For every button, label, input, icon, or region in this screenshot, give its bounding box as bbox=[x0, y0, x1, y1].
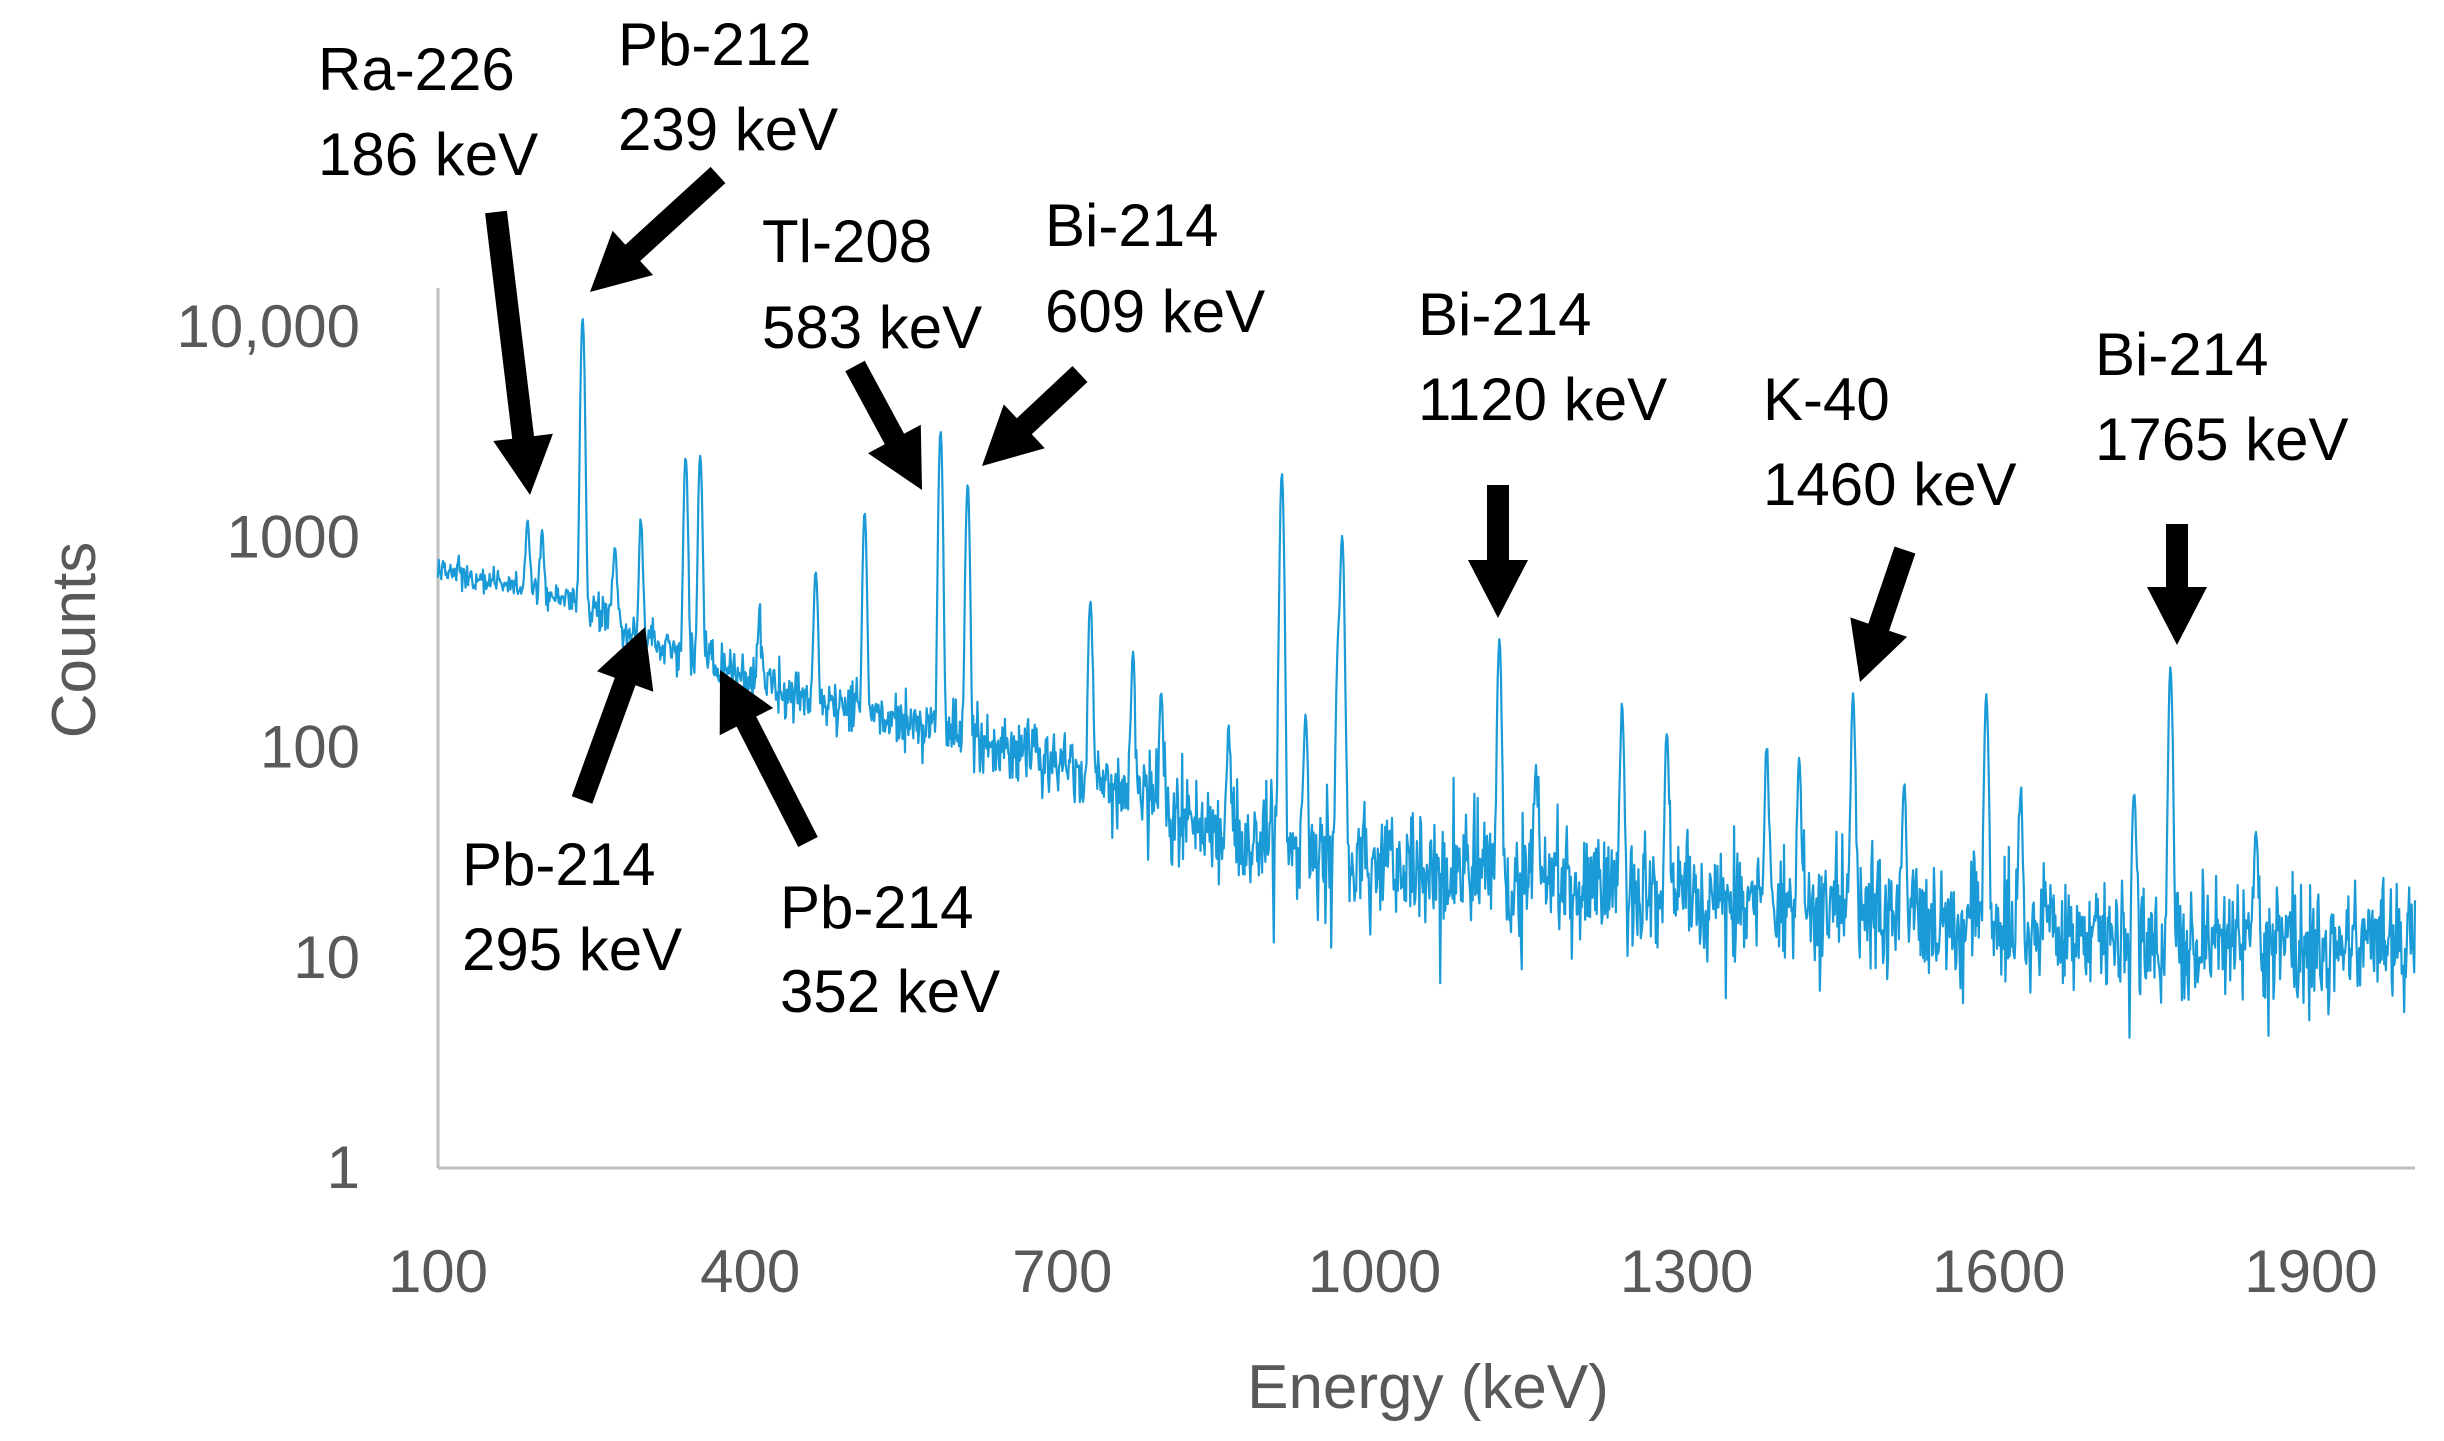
x-tick-label: 400 bbox=[700, 1238, 800, 1305]
annotation-energy: 352 keV bbox=[780, 958, 1000, 1025]
x-tick-label: 100 bbox=[388, 1238, 488, 1305]
annotation-bi214-1120: Bi-214 1120 keV bbox=[1418, 281, 1667, 618]
annotation-isotope: Ra-226 bbox=[318, 36, 515, 103]
plot-area bbox=[436, 288, 2417, 1170]
x-tick-label: 1300 bbox=[1620, 1238, 1753, 1305]
annotation-bi214-609: Bi-214 609 keV bbox=[982, 192, 1265, 466]
annotation-isotope: Tl-208 bbox=[762, 208, 932, 275]
annotation-k40-1460: K-40 1460 keV bbox=[1763, 366, 2017, 682]
annotation-isotope: Pb-214 bbox=[462, 831, 655, 898]
annotation-arrow bbox=[1468, 485, 1528, 618]
annotation-isotope: Bi-214 bbox=[2095, 321, 2268, 388]
y-axis-title: Counts bbox=[40, 542, 109, 738]
y-tick-label: 1000 bbox=[227, 503, 360, 570]
x-tick-label: 700 bbox=[1012, 1238, 1112, 1305]
annotation-isotope: Pb-212 bbox=[618, 11, 811, 78]
annotation-arrow bbox=[1850, 546, 1916, 682]
annotation-isotope: Bi-214 bbox=[1418, 281, 1591, 348]
annotation-ra226-186: Ra-226 186 keV bbox=[318, 36, 553, 495]
annotation-arrow bbox=[982, 366, 1088, 466]
annotation-energy: 1120 keV bbox=[1418, 366, 1667, 433]
annotation-energy: 583 keV bbox=[762, 294, 982, 361]
annotation-arrow bbox=[719, 670, 818, 847]
y-tick-labels: 10,000 1000 100 10 1 bbox=[176, 293, 360, 1201]
annotation-arrow bbox=[845, 360, 922, 490]
annotation-energy: 186 keV bbox=[318, 121, 538, 188]
annotation-arrow bbox=[2147, 524, 2207, 645]
x-tick-label: 1000 bbox=[1308, 1238, 1441, 1305]
x-tick-label: 1900 bbox=[2244, 1238, 2377, 1305]
annotation-arrow bbox=[485, 210, 553, 495]
annotation-bi214-1765: Bi-214 1765 keV bbox=[2095, 321, 2349, 645]
annotation-pb214-352: Pb-214 352 keV bbox=[719, 670, 1000, 1025]
annotation-energy: 1460 keV bbox=[1763, 451, 2017, 518]
annotation-arrow bbox=[590, 166, 726, 292]
annotation-isotope: Bi-214 bbox=[1045, 192, 1218, 259]
annotation-energy: 239 keV bbox=[618, 96, 838, 163]
x-tick-labels: 100 400 700 1000 1300 1600 1900 bbox=[388, 1238, 2378, 1305]
y-tick-label: 100 bbox=[260, 714, 360, 781]
annotation-tl208-583: Tl-208 583 keV bbox=[762, 208, 982, 490]
annotation-isotope: Pb-214 bbox=[780, 874, 973, 941]
y-tick-label: 10,000 bbox=[176, 293, 360, 360]
spectrum-series-line bbox=[436, 318, 2417, 1039]
y-tick-label: 1 bbox=[327, 1134, 360, 1201]
annotation-energy: 1765 keV bbox=[2095, 406, 2349, 473]
annotation-pb214-295: Pb-214 295 keV bbox=[462, 627, 682, 983]
annotation-pb212-239: Pb-212 239 keV bbox=[590, 11, 838, 292]
x-tick-label: 1600 bbox=[1932, 1238, 2065, 1305]
annotation-energy: 295 keV bbox=[462, 916, 682, 983]
x-axis-title: Energy (keV) bbox=[1247, 1353, 1609, 1422]
y-tick-label: 10 bbox=[293, 924, 360, 991]
annotation-isotope: K-40 bbox=[1763, 366, 1890, 433]
annotation-energy: 609 keV bbox=[1045, 278, 1265, 345]
annotation-arrow bbox=[571, 627, 654, 804]
